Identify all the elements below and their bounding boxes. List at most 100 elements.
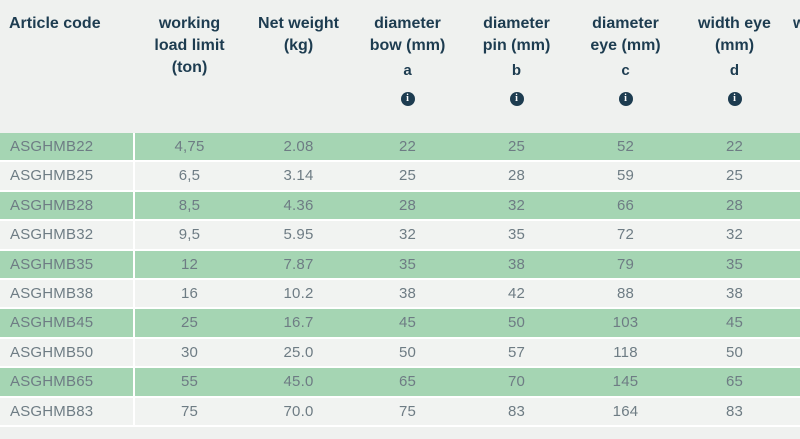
cell-bow: 35 xyxy=(398,255,417,273)
column-label: working load limit (ton) xyxy=(154,15,225,76)
column-letter: a xyxy=(403,62,412,79)
cell-article: ASGHMB45 xyxy=(0,309,135,337)
column-label: diameter eye (mm) xyxy=(590,15,661,54)
column-header-bow: diameter bow (mm) a i xyxy=(353,13,462,106)
cell-article: ASGHMB32 xyxy=(0,221,135,249)
table-row: ASGHMB38 16 10.2 38 42 88 38 xyxy=(0,279,800,310)
cell-bow: 25 xyxy=(398,167,417,185)
cell-width_eye: 28 xyxy=(725,196,744,214)
table-row: ASGHMB32 9,5 5.95 32 35 72 32 xyxy=(0,221,800,251)
cell-pin: 28 xyxy=(507,167,526,185)
cell-width_eye: 45 xyxy=(725,314,744,332)
cell-bow: 22 xyxy=(398,138,417,155)
column-label: Article code xyxy=(9,15,101,32)
cell-weight: 2.08 xyxy=(283,138,314,155)
column-header-eye: diameter eye (mm) c i xyxy=(571,13,680,106)
cell-article: ASGHMB35 xyxy=(0,250,135,278)
cell-weight: 3.14 xyxy=(283,167,314,185)
cell-eye: 72 xyxy=(616,226,635,244)
table-row: ASGHMB83 75 70.0 75 83 164 83 xyxy=(0,397,800,427)
table-header: Article code working load limit (ton) Net … xyxy=(0,0,800,133)
cell-weight: 70.0 xyxy=(283,402,314,420)
cell-width_eye: 35 xyxy=(725,255,744,273)
cell-eye: 66 xyxy=(616,196,635,214)
cell-article: ASGHMB83 xyxy=(0,397,135,425)
cell-weight: 10.2 xyxy=(283,284,314,302)
cell-pin: 32 xyxy=(507,196,526,214)
info-icon[interactable]: i xyxy=(509,92,524,106)
cell-article: ASGHMB22 xyxy=(0,133,135,161)
cell-eye: 88 xyxy=(616,284,635,302)
cell-article: ASGHMB28 xyxy=(0,191,135,220)
cell-bow: 32 xyxy=(398,226,417,244)
column-label: width eye (mm) xyxy=(698,15,771,54)
cell-wll: 6,5 xyxy=(178,167,201,185)
cell-wll: 16 xyxy=(180,284,199,302)
clipped-column-label: w xyxy=(793,15,800,32)
table-row: ASGHMB65 55 45.0 65 70 145 65 xyxy=(0,368,800,398)
info-icon[interactable]: i xyxy=(618,92,633,106)
cell-weight: 25.0 xyxy=(283,343,314,361)
table-body: ASGHMB22 4,75 2.08 22 25 52 22 ASGHMB25 6,5 3.14 2… xyxy=(0,133,800,427)
cell-pin: 83 xyxy=(507,402,526,420)
cell-width_eye: 65 xyxy=(725,373,744,391)
cell-pin: 42 xyxy=(507,284,526,302)
column-header-weight: Net weight (kg) xyxy=(244,13,353,57)
cell-eye: 118 xyxy=(613,343,638,361)
column-label: diameter pin (mm) xyxy=(482,15,551,54)
column-letter: c xyxy=(621,62,630,79)
cell-eye: 103 xyxy=(612,314,639,332)
cell-eye: 59 xyxy=(616,167,635,185)
cell-weight: 5.95 xyxy=(283,226,314,244)
cell-width_eye: 38 xyxy=(725,284,744,302)
cell-article: ASGHMB65 xyxy=(0,368,135,396)
cell-bow: 65 xyxy=(398,373,417,391)
cell-pin: 70 xyxy=(507,373,526,391)
cell-wll: 4,75 xyxy=(174,138,205,155)
cell-pin: 35 xyxy=(507,226,526,244)
table-row: ASGHMB50 30 25.0 50 57 118 50 xyxy=(0,338,800,369)
cell-bow: 75 xyxy=(398,402,417,420)
column-header-article: Article code xyxy=(0,13,135,35)
column-header-pin: diameter pin (mm) b i xyxy=(462,13,571,106)
cell-bow: 50 xyxy=(398,343,417,361)
column-header-width_eye: width eye (mm) d i xyxy=(680,13,789,106)
cell-weight: 7.87 xyxy=(283,255,314,273)
clipped-column-header: w xyxy=(793,13,800,35)
table-row: ASGHMB45 25 16.7 45 50 103 45 xyxy=(0,309,800,339)
cell-wll: 55 xyxy=(180,373,199,391)
cell-eye: 145 xyxy=(612,373,639,391)
info-icon[interactable]: i xyxy=(400,92,415,106)
table-row: ASGHMB28 8,5 4.36 28 32 66 28 xyxy=(0,191,800,222)
cell-article: ASGHMB50 xyxy=(0,338,135,367)
cell-width_eye: 83 xyxy=(725,402,744,420)
cell-weight: 4.36 xyxy=(283,196,314,214)
column-letter: b xyxy=(511,62,522,79)
cell-wll: 75 xyxy=(180,402,199,420)
cell-article: ASGHMB38 xyxy=(0,279,135,308)
cell-pin: 57 xyxy=(507,343,526,361)
column-header-wll: working load limit (ton) xyxy=(135,13,244,79)
cell-width_eye: 50 xyxy=(725,343,744,361)
cell-wll: 25 xyxy=(180,314,199,332)
cell-width_eye: 22 xyxy=(725,138,744,155)
cell-weight: 45.0 xyxy=(283,373,314,391)
cell-eye: 79 xyxy=(616,255,635,273)
cell-pin: 38 xyxy=(507,255,526,273)
column-label: diameter bow (mm) xyxy=(369,15,446,54)
table-row: ASGHMB25 6,5 3.14 25 28 59 25 xyxy=(0,162,800,192)
cell-eye: 52 xyxy=(616,138,635,155)
cell-wll: 12 xyxy=(180,255,199,273)
cell-bow: 38 xyxy=(398,284,417,302)
cell-wll: 9,5 xyxy=(178,226,201,244)
cell-pin: 25 xyxy=(507,138,526,155)
cell-wll: 30 xyxy=(180,343,199,361)
cell-pin: 50 xyxy=(507,314,526,332)
cell-eye: 164 xyxy=(612,402,639,420)
info-icon[interactable]: i xyxy=(727,92,742,106)
cell-width_eye: 25 xyxy=(725,167,744,185)
table-row: ASGHMB35 12 7.87 35 38 79 35 xyxy=(0,250,800,280)
cell-width_eye: 32 xyxy=(725,226,744,244)
cell-weight: 16.7 xyxy=(283,314,314,332)
